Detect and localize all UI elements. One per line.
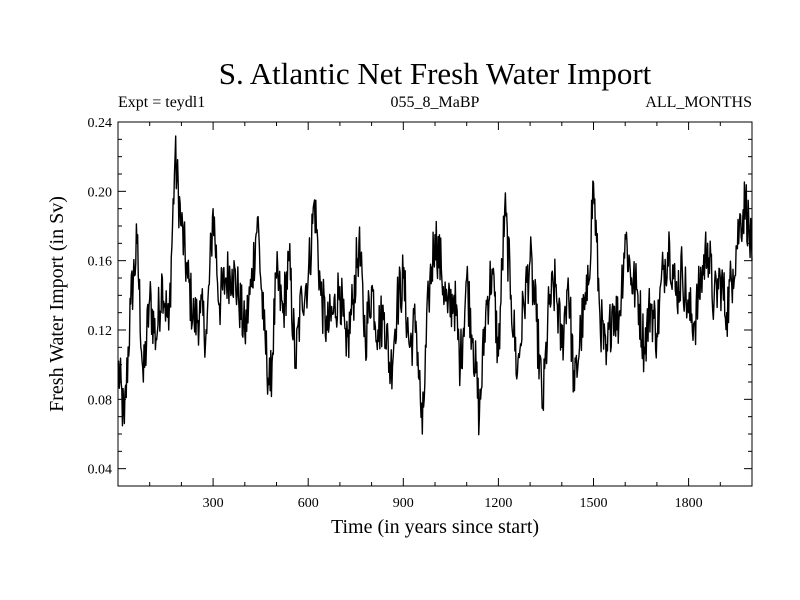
y-tick-label: 0.24: [88, 116, 113, 131]
x-tick-label: 1500: [580, 496, 608, 511]
x-tick-label: 900: [393, 496, 414, 511]
plot-area: [117, 135, 753, 436]
y-tick-label: 0.20: [88, 185, 113, 200]
x-tick-label: 1200: [484, 496, 512, 511]
y-tick-label: 0.04: [88, 463, 113, 478]
y-tick-label: 0.12: [88, 324, 113, 339]
x-tick-label: 1800: [675, 496, 703, 511]
chart-title: S. Atlantic Net Fresh Water Import: [219, 56, 652, 91]
y-axis-label: Fresh Water Import (in Sv): [46, 196, 68, 412]
x-tick-label: 300: [203, 496, 224, 511]
subtitle-months: ALL_MONTHS: [645, 94, 752, 111]
x-axis-label: Time (in years since start): [331, 516, 539, 538]
subtitle-period: 055_8_MaBP: [391, 94, 480, 111]
subtitle-experiment: Expt = teydl1: [118, 94, 205, 111]
series-line-fresh-water-import: [117, 135, 753, 436]
y-tick-label: 0.08: [88, 393, 113, 408]
x-tick-label: 600: [298, 496, 319, 511]
y-tick-label: 0.16: [88, 255, 113, 270]
plot-frame: [117, 121, 753, 487]
axes: 300 600 900 1200 1500 1800 0.04 0.08 0.12 0.16 0.2…: [88, 116, 752, 511]
